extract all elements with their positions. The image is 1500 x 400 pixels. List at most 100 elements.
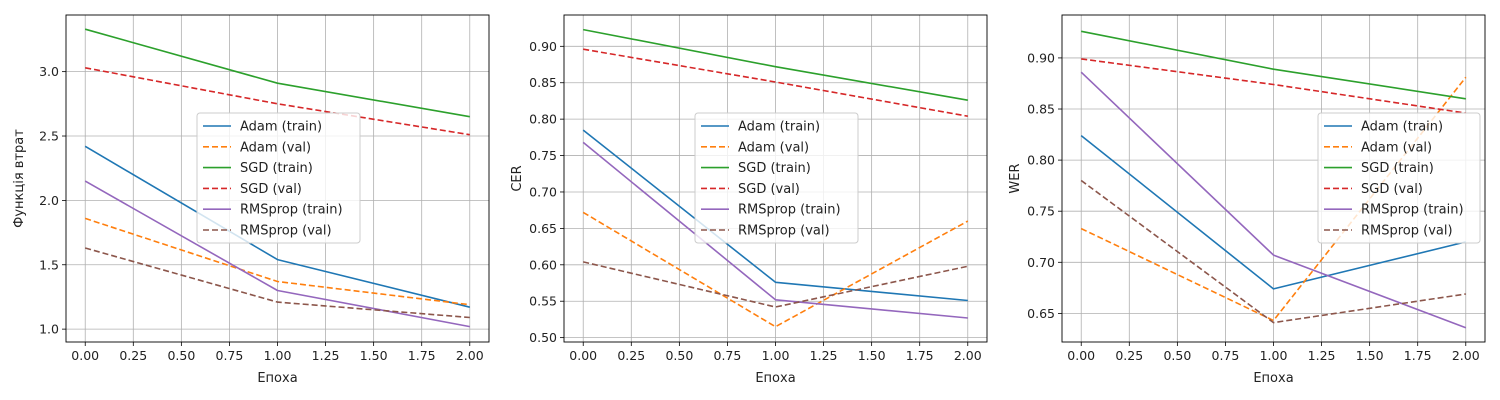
y-tick-label: 0.65 — [1027, 306, 1055, 321]
y-axis-title: Функція втрат — [12, 129, 27, 228]
legend-label: RMSprop (train) — [738, 203, 841, 218]
x-tick-label: 0.50 — [665, 348, 693, 363]
chart-panel-2: 0.00 0.25 0.50 0.75 1.00 1.25 1.50 1.75 2.00 0.50… — [510, 14, 988, 386]
series-line-adam-train — [1080, 134, 1466, 290]
series-line-sgd-val — [1081, 58, 1466, 114]
y-tick-label: 0.70 — [529, 184, 557, 199]
legend-label: Adam (val) — [1361, 140, 1432, 155]
y-tick-label: 0.80 — [1027, 153, 1055, 168]
series-line-adam-train — [582, 129, 968, 302]
y-tick-label: 1.5 — [39, 257, 59, 272]
y-axis-title: WER — [1008, 163, 1023, 193]
y-tick-label: 1.0 — [39, 322, 59, 337]
legend-label: SGD (train) — [738, 161, 811, 176]
legend-label: RMSprop (val) — [738, 224, 830, 239]
y-tick-label: 0.90 — [529, 39, 557, 54]
series-line-sgd-val — [583, 48, 968, 117]
y-tick-label: 0.75 — [529, 148, 557, 163]
x-tick-label: 1.00 — [762, 348, 790, 363]
y-tick-label: 0.85 — [1027, 102, 1055, 117]
y-tick-label: 2.5 — [39, 129, 59, 144]
legend: Adam (train) Adam (val) SGD (train) SGD (va… — [1317, 112, 1481, 244]
axes-frame — [65, 14, 490, 343]
y-axis-title: CER — [510, 165, 525, 191]
series-line-sgd-train — [84, 28, 470, 118]
x-tick-label: 1.25 — [1308, 348, 1336, 363]
x-tick-label: 1.75 — [1404, 348, 1432, 363]
y-tick-label: 0.55 — [529, 294, 557, 309]
x-tick-label: 2.00 — [1452, 348, 1480, 363]
x-tick-label: 1.00 — [1260, 348, 1288, 363]
series-line-sgd-val — [85, 67, 470, 136]
x-tick-label: 0.25 — [617, 348, 645, 363]
y-tick-label: 0.80 — [529, 112, 557, 127]
legend-label: RMSprop (val) — [1361, 224, 1453, 239]
series-line-rmsprop-val — [583, 261, 968, 308]
x-axis-title: Епоха — [755, 371, 795, 386]
legend-label: SGD (val) — [240, 182, 302, 197]
y-tick-label: 0.70 — [1027, 255, 1055, 270]
x-tick-label: 1.50 — [1356, 348, 1384, 363]
series-line-rmsprop-val — [84, 247, 470, 319]
legend-label: Adam (train) — [240, 120, 322, 135]
legend-label: SGD (val) — [738, 182, 800, 197]
y-tick-label: 0.60 — [529, 257, 557, 272]
legend-label: RMSprop (train) — [1361, 203, 1464, 218]
legend-label: SGD (val) — [1361, 182, 1423, 197]
chart-panel-1: 0.00 0.25 0.50 0.75 1.00 1.25 1.50 1.75 2.00 1.0 1… — [12, 14, 490, 386]
legend: Adam (train) Adam (val) SGD (train) SGD (va… — [694, 112, 859, 244]
legend-label: Adam (train) — [738, 120, 820, 135]
y-tick-label: 2.0 — [39, 193, 59, 208]
legend-label: Adam (val) — [738, 140, 809, 155]
x-axis-title: Епоха — [257, 371, 297, 386]
x-tick-label: 1.00 — [264, 348, 292, 363]
legend-box — [1317, 112, 1481, 244]
y-tick-label: 0.65 — [529, 221, 557, 236]
y-tick-label: 0.50 — [529, 330, 557, 345]
y-tick-label: 0.85 — [529, 75, 557, 90]
x-tick-label: 0.75 — [714, 348, 742, 363]
legend-label: SGD (train) — [240, 161, 313, 176]
legend-label: RMSprop (val) — [240, 224, 332, 239]
x-tick-label: 0.75 — [1212, 348, 1240, 363]
x-tick-label: 0.25 — [1115, 348, 1143, 363]
legend-label: Adam (val) — [240, 140, 311, 155]
x-tick-label: 1.75 — [408, 348, 436, 363]
x-tick-label: 0.50 — [1163, 348, 1191, 363]
legend-box — [694, 112, 859, 244]
series-line-adam-val — [582, 211, 969, 328]
legend-box — [196, 112, 361, 244]
x-tick-label: 0.00 — [569, 348, 597, 363]
series-line-rmsprop-train — [582, 141, 968, 319]
legend: Adam (train) Adam (val) SGD (train) SGD (va… — [196, 112, 361, 244]
chart-panel-3: 0.00 0.25 0.50 0.75 1.00 1.25 1.50 1.75 2.00 0.65… — [1008, 14, 1486, 386]
legend-label: RMSprop (train) — [240, 203, 343, 218]
series-line-adam-val — [84, 217, 470, 306]
x-tick-label: 0.75 — [216, 348, 244, 363]
x-tick-label: 1.75 — [906, 348, 934, 363]
x-tick-label: 1.50 — [360, 348, 388, 363]
x-tick-label: 0.50 — [167, 348, 195, 363]
series-line-rmsprop-train — [1080, 71, 1467, 329]
x-tick-label: 1.50 — [858, 348, 886, 363]
x-axis-title: Епоха — [1253, 371, 1293, 386]
y-tick-label: 3.0 — [39, 64, 59, 79]
x-tick-label: 2.00 — [456, 348, 484, 363]
y-tick-label: 0.90 — [1027, 50, 1055, 65]
series-line-sgd-train — [1081, 30, 1466, 100]
x-tick-label: 2.00 — [954, 348, 982, 363]
legend-label: SGD (train) — [1361, 161, 1434, 176]
x-tick-label: 0.25 — [119, 348, 147, 363]
x-tick-label: 0.00 — [1067, 348, 1095, 363]
series-line-rmsprop-train — [84, 180, 470, 328]
legend-label: Adam (train) — [1361, 120, 1443, 135]
axes-frame — [563, 14, 988, 343]
axes-frame — [1061, 14, 1486, 343]
series-line-rmsprop-val — [1080, 179, 1466, 324]
x-tick-label: 1.25 — [810, 348, 838, 363]
series-line-adam-train — [84, 145, 470, 308]
x-tick-label: 1.25 — [312, 348, 340, 363]
series-line-sgd-train — [583, 28, 968, 101]
y-tick-label: 0.75 — [1027, 204, 1055, 219]
